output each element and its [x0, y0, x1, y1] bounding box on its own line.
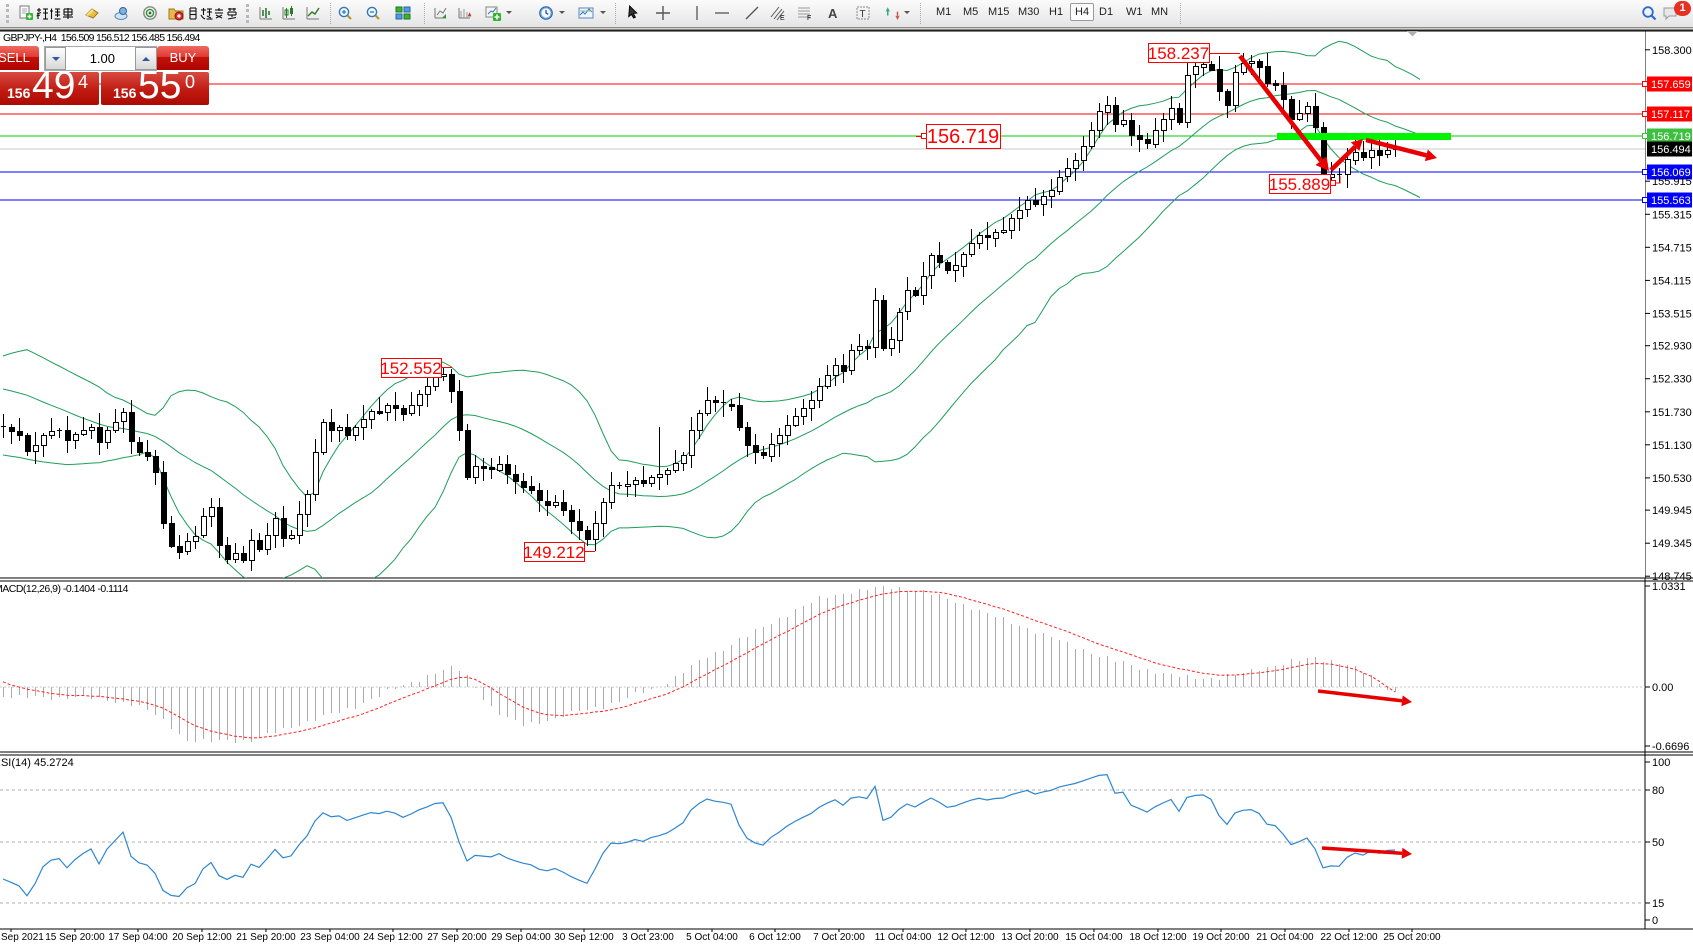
svg-text:6 Oct 12:00: 6 Oct 12:00 [749, 932, 801, 943]
svg-text:156.494: 156.494 [1651, 144, 1691, 156]
svg-text:149.212: 149.212 [523, 543, 584, 562]
svg-text:15 Oct 04:00: 15 Oct 04:00 [1065, 932, 1123, 943]
svg-text:155.889: 155.889 [1269, 175, 1330, 194]
svg-text:18 Oct 12:00: 18 Oct 12:00 [1129, 932, 1187, 943]
svg-text:12 Oct 12:00: 12 Oct 12:00 [937, 932, 995, 943]
svg-text:154.715: 154.715 [1652, 242, 1692, 254]
svg-text:156.719: 156.719 [1651, 131, 1691, 143]
svg-text:T: T [860, 9, 866, 20]
svg-text:7 Oct 20:00: 7 Oct 20:00 [813, 932, 865, 943]
svg-text:Sep 2021: Sep 2021 [1, 932, 44, 943]
svg-text:1.0331: 1.0331 [1652, 581, 1686, 593]
svg-text:152.930: 152.930 [1652, 341, 1692, 353]
svg-text:50: 50 [1652, 837, 1664, 849]
svg-text:151.130: 151.130 [1652, 440, 1692, 452]
svg-text:F: F [807, 15, 811, 21]
svg-text:157.659: 157.659 [1651, 79, 1691, 91]
svg-text:80: 80 [1652, 785, 1664, 797]
svg-text:149.345: 149.345 [1652, 538, 1692, 550]
svg-text:148.745: 148.745 [1652, 571, 1692, 583]
svg-text:3 Oct 23:00: 3 Oct 23:00 [622, 932, 674, 943]
svg-text:157.117: 157.117 [1651, 109, 1690, 121]
svg-text:27 Sep 20:00: 27 Sep 20:00 [427, 932, 487, 943]
svg-text:155.563: 155.563 [1651, 195, 1691, 207]
svg-text:155.915: 155.915 [1652, 176, 1692, 188]
svg-text:-0.6696: -0.6696 [1652, 741, 1689, 753]
svg-text:20 Sep 12:00: 20 Sep 12:00 [172, 932, 232, 943]
svg-text:153.515: 153.515 [1652, 308, 1692, 320]
svg-text:15: 15 [1652, 898, 1664, 910]
svg-text:GBPJPY-,H4 156.509 156.512 15: GBPJPY-,H4 156.509 156.512 156.485 156.4… [3, 32, 200, 44]
svg-text:25 Oct 20:00: 25 Oct 20:00 [1383, 932, 1441, 943]
svg-text:19 Oct 20:00: 19 Oct 20:00 [1192, 932, 1250, 943]
svg-text:151.730: 151.730 [1652, 407, 1692, 419]
svg-text:22 Oct 12:00: 22 Oct 12:00 [1320, 932, 1378, 943]
svg-text:5 Oct 04:00: 5 Oct 04:00 [686, 932, 738, 943]
svg-text:150.530: 150.530 [1652, 473, 1692, 485]
svg-text:152.330: 152.330 [1652, 374, 1692, 386]
svg-text:154.115: 154.115 [1652, 275, 1691, 287]
svg-text:E: E [780, 15, 785, 21]
svg-text:13 Oct 20:00: 13 Oct 20:00 [1001, 932, 1059, 943]
svg-text:21 Oct 04:00: 21 Oct 04:00 [1256, 932, 1314, 943]
svg-text:152.552: 152.552 [380, 359, 441, 378]
svg-text:156.719: 156.719 [927, 126, 999, 148]
svg-text:15 Sep 20:00: 15 Sep 20:00 [45, 932, 105, 943]
svg-text:155.315: 155.315 [1652, 209, 1692, 221]
svg-text:RSI(14) 45.2724: RSI(14) 45.2724 [0, 757, 74, 769]
svg-text:158.300: 158.300 [1652, 45, 1692, 57]
svg-text:0: 0 [1652, 915, 1658, 927]
svg-text:23 Sep 04:00: 23 Sep 04:00 [300, 932, 360, 943]
svg-text:156.069: 156.069 [1651, 167, 1691, 179]
svg-text:149.945: 149.945 [1652, 505, 1692, 517]
svg-text:24 Sep 12:00: 24 Sep 12:00 [363, 932, 423, 943]
svg-text:11 Oct 04:00: 11 Oct 04:00 [875, 932, 932, 943]
svg-text:MACD(12,26,9) -0.1404 -0.1114: MACD(12,26,9) -0.1404 -0.1114 [0, 583, 129, 595]
svg-text:158.237: 158.237 [1148, 44, 1209, 63]
svg-text:29 Sep 04:00: 29 Sep 04:00 [491, 932, 551, 943]
svg-text:30 Sep 12:00: 30 Sep 12:00 [554, 932, 614, 943]
svg-text:0.00: 0.00 [1652, 682, 1673, 694]
svg-text:21 Sep 20:00: 21 Sep 20:00 [236, 932, 296, 943]
svg-text:100: 100 [1652, 757, 1670, 769]
svg-text:17 Sep 04:00: 17 Sep 04:00 [108, 932, 168, 943]
